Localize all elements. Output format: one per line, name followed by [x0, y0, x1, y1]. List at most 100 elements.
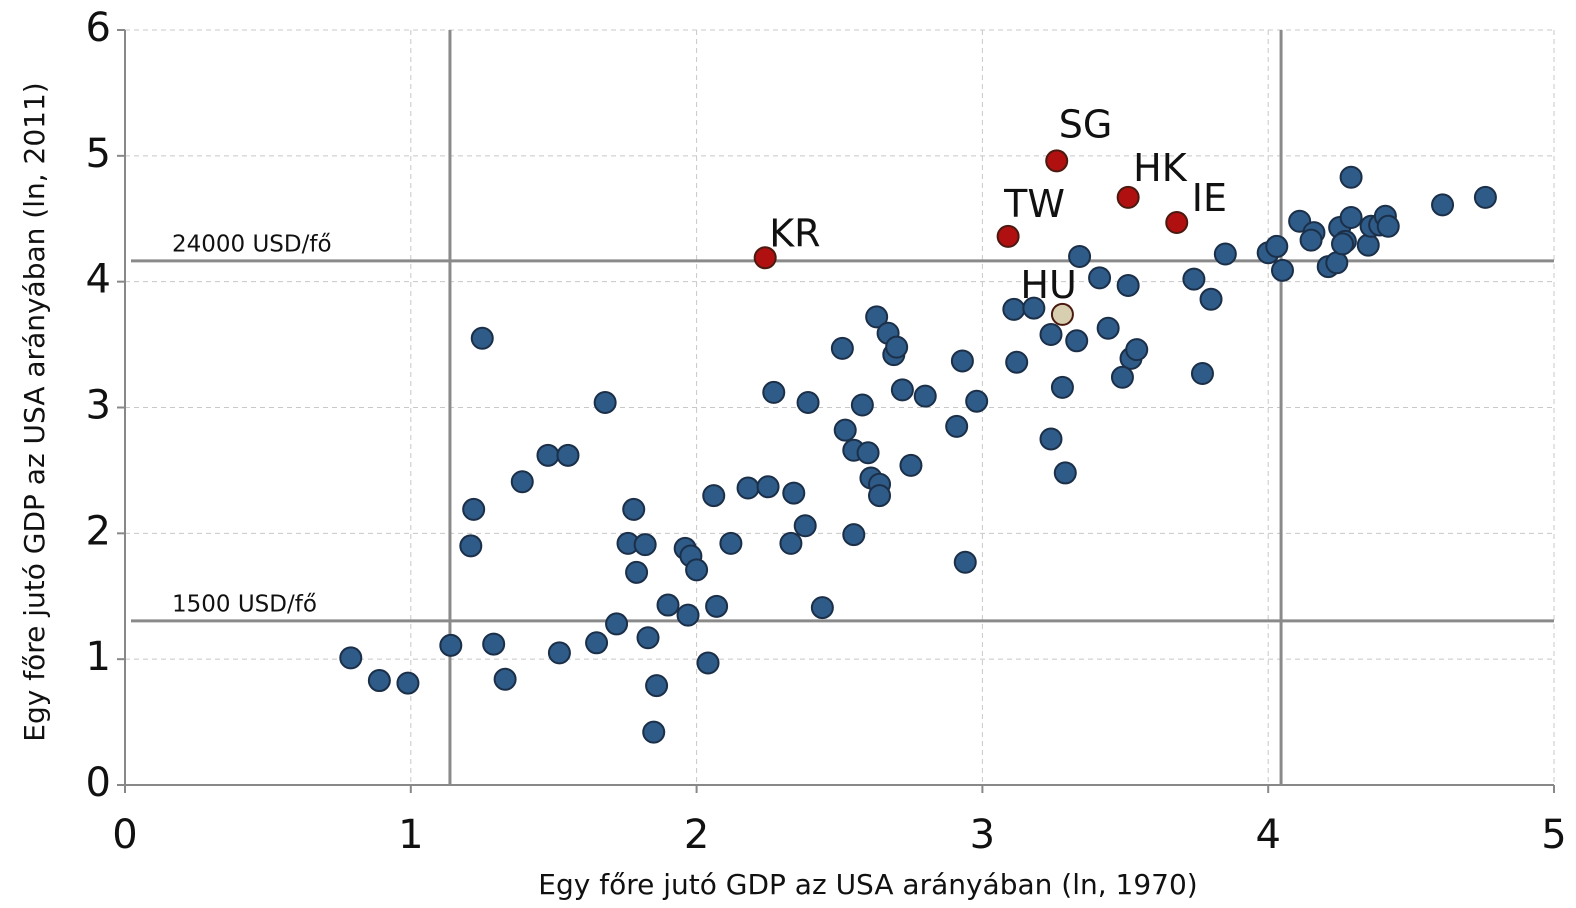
point-label: TW	[1003, 182, 1065, 226]
point-label: HU	[1020, 263, 1076, 307]
point	[1068, 245, 1092, 268]
point	[536, 443, 560, 467]
point	[705, 594, 729, 618]
point	[1053, 461, 1077, 485]
x-tick-label: 0	[112, 812, 137, 858]
x-axis-label: Egy főre jutó GDP az USA arányában (ln, …	[538, 868, 1197, 901]
point	[1265, 234, 1289, 258]
point	[696, 651, 720, 675]
point	[556, 443, 580, 467]
point	[1050, 375, 1074, 399]
point	[1022, 296, 1046, 320]
point	[782, 481, 806, 505]
point	[850, 393, 874, 417]
y-axis-label: Egy főre jutó GDP az USA arányában (ln, …	[18, 82, 51, 741]
point	[645, 674, 669, 698]
point	[796, 390, 820, 414]
point	[1088, 266, 1112, 290]
highlight-point	[1045, 149, 1069, 173]
point	[396, 671, 420, 695]
point	[685, 558, 709, 582]
point	[762, 380, 786, 404]
point	[965, 389, 989, 413]
point	[1325, 251, 1349, 275]
point	[593, 390, 617, 414]
x-tick-label: 3	[970, 812, 995, 858]
point	[605, 612, 629, 636]
point	[1125, 338, 1149, 362]
point	[1190, 362, 1214, 386]
point	[810, 596, 834, 620]
point	[1356, 233, 1380, 257]
point	[779, 531, 803, 555]
point	[1431, 193, 1455, 217]
point	[510, 470, 534, 494]
point	[833, 418, 857, 442]
point	[1339, 205, 1363, 229]
point	[642, 720, 666, 744]
reference-label: 1500 USD/fő	[172, 591, 317, 617]
point	[1065, 329, 1089, 353]
y-tick-label: 1	[86, 634, 111, 680]
point	[439, 633, 463, 657]
point	[1116, 273, 1140, 297]
point	[636, 626, 660, 650]
point	[1299, 228, 1323, 252]
point-label: SG	[1059, 102, 1113, 146]
point	[736, 476, 760, 500]
point	[339, 646, 363, 670]
point	[868, 484, 892, 508]
point	[913, 384, 937, 408]
point	[885, 335, 909, 359]
point	[1270, 258, 1294, 282]
point	[899, 453, 923, 477]
reference-label: 24000 USD/fő	[172, 231, 332, 257]
point	[1110, 365, 1134, 389]
point	[953, 550, 977, 574]
point	[890, 378, 914, 402]
point	[1096, 316, 1120, 340]
y-tick-label: 3	[86, 383, 111, 429]
point-label: IE	[1192, 176, 1227, 220]
highlight-point	[753, 246, 777, 270]
y-tick-label: 0	[86, 760, 111, 806]
point	[656, 593, 680, 617]
point	[1182, 267, 1206, 291]
point	[1039, 323, 1063, 347]
point-label: KR	[769, 211, 820, 255]
y-tick-label: 2	[86, 508, 111, 554]
point	[459, 534, 483, 558]
point	[1039, 427, 1063, 451]
point	[1339, 165, 1363, 189]
point	[865, 305, 889, 329]
x-tick-label: 1	[398, 812, 423, 858]
point	[945, 414, 969, 438]
point	[493, 667, 517, 691]
point	[367, 669, 391, 693]
point	[547, 641, 571, 665]
point	[1331, 232, 1355, 256]
highlight-point	[1050, 302, 1074, 326]
x-tick-label: 5	[1541, 812, 1566, 858]
point	[622, 497, 646, 521]
point	[793, 514, 817, 538]
y-tick-label: 6	[86, 5, 111, 51]
point	[633, 533, 657, 557]
highlight-point	[996, 224, 1020, 248]
point	[1199, 287, 1223, 311]
y-tick-label: 4	[86, 257, 111, 303]
point	[470, 326, 494, 350]
x-tick-label: 2	[684, 812, 709, 858]
point	[462, 497, 486, 521]
point	[702, 484, 726, 508]
point	[1376, 214, 1400, 238]
x-tick-label: 4	[1255, 812, 1280, 858]
point	[830, 336, 854, 360]
point	[625, 560, 649, 584]
point	[950, 349, 974, 373]
point	[482, 632, 506, 656]
point	[756, 475, 780, 499]
y-tick-label: 5	[86, 131, 111, 177]
point-label: HK	[1133, 146, 1188, 190]
